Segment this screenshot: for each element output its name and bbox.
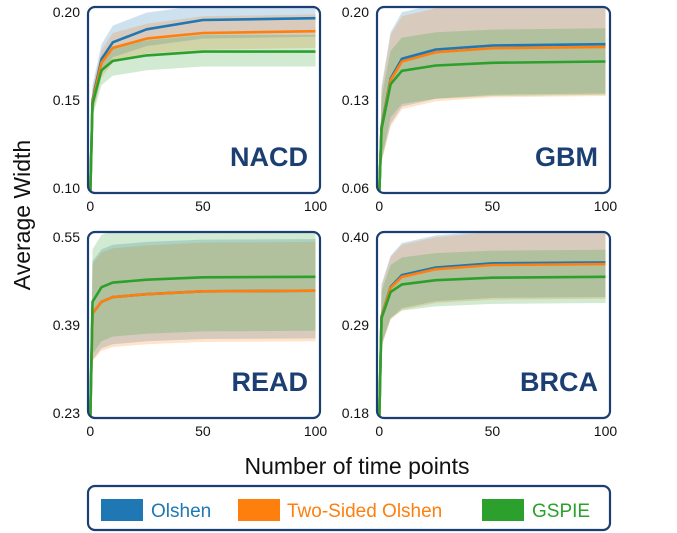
band-gbm-gspie [379, 28, 606, 192]
y-tick-label: 0.10 [53, 180, 80, 196]
panels-group: NACD 0.20 0.15 0.10 0 50 100 GBM 0.20 0.13 0.06 0 50… [53, 4, 618, 439]
legend-swatch-olshen [101, 499, 143, 521]
y-tick-label: 0.23 [53, 405, 80, 421]
legend-label-olshen: Olshen [151, 501, 211, 522]
x-tick-label: 50 [195, 198, 211, 214]
band-read-two-sided-olshen [90, 241, 316, 417]
y-tick-label: 0.55 [53, 229, 80, 245]
x-tick-label: 0 [375, 423, 383, 439]
plot-area-nacd [89, 8, 316, 192]
band-nacd-olshen [90, 8, 316, 192]
band-brca-gspie [379, 249, 606, 417]
y-tick-label: 0.39 [53, 317, 80, 333]
x-tick-label: 50 [195, 423, 211, 439]
x-tick-label: 0 [375, 198, 383, 214]
line-read-gspie [89, 275, 316, 417]
panel-frame-gbm [375, 5, 612, 195]
x-tick-label: 100 [304, 198, 328, 214]
x-tick-label: 100 [304, 423, 328, 439]
y-tick-label: 0.15 [53, 92, 80, 108]
panel-frame-read [86, 230, 322, 420]
line-brca-gspie [378, 275, 606, 417]
legend-label-gspie: GSPIE [532, 501, 590, 522]
panel-title-gbm: GBM [535, 142, 598, 172]
panel-read: READ 0.55 0.39 0.23 0 50 100 [53, 229, 328, 439]
panel-title-nacd: NACD [230, 142, 308, 172]
plot-area-gbm [378, 8, 606, 192]
y-tick-label: 0.29 [342, 317, 369, 333]
y-tick-label: 0.06 [342, 180, 369, 196]
panel-frame-nacd [86, 5, 322, 195]
y-tick-label: 0.18 [342, 405, 369, 421]
line-gbm-gspie [378, 60, 606, 192]
legend-swatch-gspie [482, 499, 524, 521]
legend-swatch-two-sided-olshen [238, 499, 280, 521]
panel-title-brca: BRCA [520, 367, 598, 397]
x-tick-label: 0 [86, 198, 94, 214]
y-tick-label: 0.20 [342, 4, 369, 20]
x-axis-title: Number of time points [245, 453, 470, 479]
y-tick-label: 0.20 [53, 4, 80, 20]
x-tick-label: 100 [594, 423, 618, 439]
panel-gbm: GBM 0.20 0.13 0.06 0 50 100 [342, 4, 618, 214]
band-read-olshen [90, 239, 316, 417]
legend: Olshen Two-Sided Olshen GSPIE [86, 484, 612, 532]
x-tick-label: 100 [594, 198, 618, 214]
y-tick-label: 0.40 [342, 229, 369, 245]
panel-nacd: NACD 0.20 0.15 0.10 0 50 100 [53, 4, 328, 214]
panel-title-read: READ [231, 367, 308, 397]
plot-area-brca [378, 233, 606, 417]
plot-area-read [89, 233, 316, 417]
legend-frame [86, 484, 612, 532]
x-tick-label: 0 [86, 423, 94, 439]
band-read-gspie [90, 233, 316, 417]
x-tick-label: 50 [485, 423, 501, 439]
panel-brca: BRCA 0.40 0.29 0.18 0 50 100 [342, 229, 618, 439]
panel-frame-brca [375, 230, 612, 420]
line-nacd-gspie [89, 50, 316, 192]
legend-label-two-sided-olshen: Two-Sided Olshen [287, 501, 442, 522]
y-tick-label: 0.13 [342, 92, 369, 108]
y-axis-title: Average Width [9, 140, 35, 290]
x-tick-label: 50 [485, 198, 501, 214]
